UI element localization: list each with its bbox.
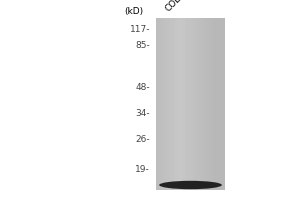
Text: 85-: 85- [135,40,150,49]
Text: (kD): (kD) [124,7,143,16]
Text: 19-: 19- [135,164,150,173]
Bar [156,18,225,190]
Text: 34-: 34- [135,110,150,118]
Text: 48-: 48- [135,83,150,92]
Ellipse shape [159,181,222,189]
Text: COLO205: COLO205 [163,0,199,13]
Text: 117-: 117- [130,24,150,33]
Text: 26-: 26- [135,134,150,144]
